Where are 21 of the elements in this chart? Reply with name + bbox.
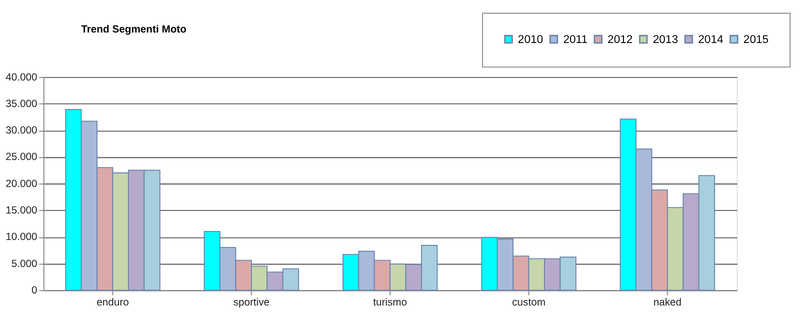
y-tick-label: 20.000 bbox=[6, 178, 38, 190]
chart-title: Trend Segmenti Moto bbox=[81, 24, 186, 36]
x-tick-label: naked bbox=[653, 298, 682, 309]
y-tick-label: 35.000 bbox=[6, 98, 38, 110]
legend-label: 2014 bbox=[698, 34, 724, 46]
legend-label: 2010 bbox=[518, 34, 544, 46]
x-tick-label: sportive bbox=[233, 298, 270, 309]
y-tick-label: 30.000 bbox=[6, 126, 38, 137]
x-tick-label: custom bbox=[512, 298, 546, 309]
y-tick-label: 25.000 bbox=[6, 152, 38, 164]
x-tick-label: enduro bbox=[96, 298, 130, 309]
y-tick-label: 10.000 bbox=[6, 232, 38, 244]
x-tick-label: turismo bbox=[373, 298, 408, 309]
y-tick-label: 5.000 bbox=[11, 258, 38, 270]
legend-label: 2013 bbox=[652, 34, 678, 46]
legend-label: 2012 bbox=[608, 34, 633, 46]
legend-label: 2015 bbox=[743, 34, 769, 46]
y-tick-label: 40.000 bbox=[6, 72, 38, 84]
y-tick-label: 15.000 bbox=[6, 206, 38, 217]
y-tick-label: 0 bbox=[32, 285, 38, 296]
legend-label: 2011 bbox=[563, 34, 588, 46]
